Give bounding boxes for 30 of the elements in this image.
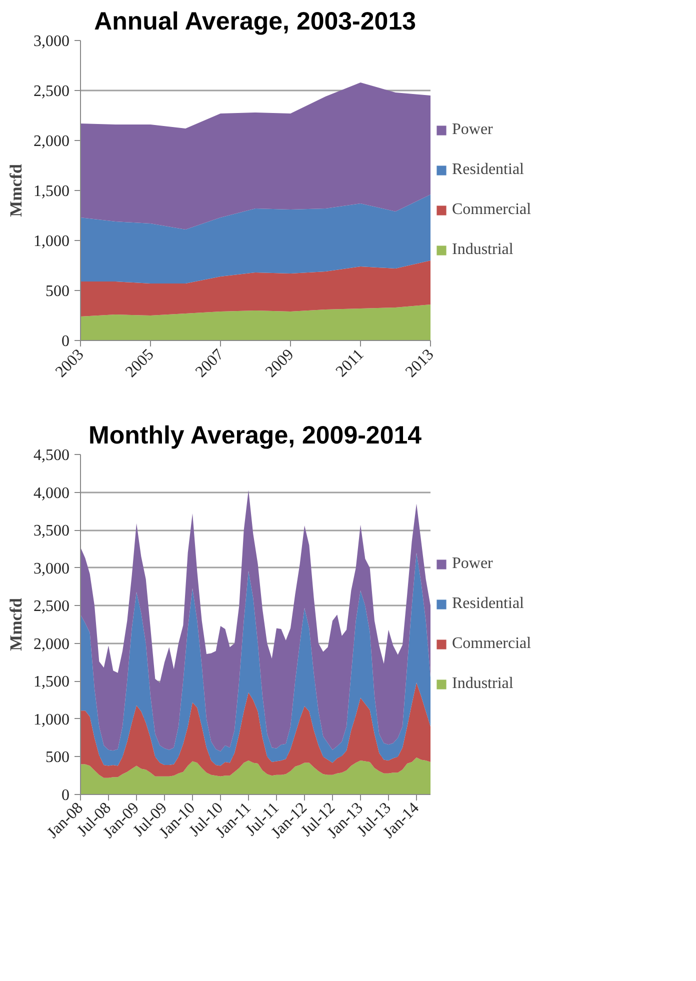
y-tick-label: 1,000 — [34, 233, 70, 250]
y-tick-label: 4,000 — [34, 484, 70, 502]
y-tick-label: 1,500 — [34, 674, 70, 691]
legend-label: Industrial — [452, 241, 514, 259]
y-tick-label: 2,000 — [34, 133, 70, 150]
y-tick-label: 1,500 — [34, 183, 70, 200]
legend-label: Industrial — [452, 675, 514, 693]
legend-label: Residential — [452, 595, 524, 613]
legend-label: Power — [452, 121, 493, 139]
y-tick-label: 3,000 — [34, 560, 70, 578]
chart-title: Monthly Average, 2009-2014 — [88, 422, 422, 450]
legend-label: Commercial — [452, 635, 532, 653]
y-tick-label: 500 — [46, 283, 70, 300]
y-tick-label: 3,500 — [34, 522, 70, 540]
y-tick-label: 4,500 — [34, 447, 70, 464]
y-tick-label: 1,000 — [34, 711, 70, 728]
y-tick-label: 2,000 — [34, 636, 70, 653]
y-axis-title: Mmcfd — [6, 164, 26, 217]
y-tick-label: 0 — [62, 787, 70, 804]
y-tick-label: 500 — [46, 749, 70, 766]
legend-label: Residential — [452, 161, 524, 179]
y-tick-label: 0 — [62, 333, 70, 350]
legend-label: Power — [452, 555, 493, 573]
y-tick-label: 3,000 — [34, 33, 70, 50]
y-tick-label: 2,500 — [34, 83, 70, 100]
chart-title: Annual Average, 2003-2013 — [94, 8, 416, 36]
legend-label: Commercial — [452, 201, 532, 219]
y-axis-title: Mmcfd — [6, 598, 26, 651]
x-tick-label: 2011 — [332, 346, 368, 380]
y-tick-label: 2,500 — [34, 598, 70, 616]
